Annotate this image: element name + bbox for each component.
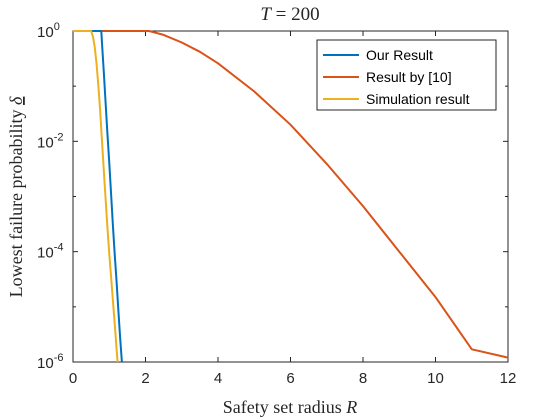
chart-title-rest: = 200 [271,4,320,25]
series-our-result-line [73,30,123,363]
y-axis-label-text: Lowest failure probability [6,105,26,297]
x-tick-label: 8 [359,370,367,387]
x-tick-label: 0 [69,370,77,387]
chart-title: T = 200 [260,4,319,25]
series-simulation-result-line [73,30,119,363]
legend: Our Result Result by [10] Simulation res… [316,39,497,111]
x-axis-label-var: R [345,397,357,417]
y-axis-label-var: δ [6,96,26,105]
x-tick-label: 2 [141,370,149,387]
series-lines-layer [73,30,509,363]
legend-label-our-result: Our Result [366,47,433,63]
legend-label-result-by-10: Result by [10] [366,69,452,85]
y-tick-label: 100 [37,21,60,41]
y-tick-label: 10-6 [37,352,63,372]
y-tick-label: 10-2 [37,131,63,151]
ticks-layer: 0 2 4 6 8 10 12 100 10-2 10-4 10-6 [37,21,516,387]
y-tick-label: 10-4 [37,242,63,262]
chart-title-var: T [260,4,272,25]
x-axis-label-text: Safety set radius [223,397,346,417]
series-result-by-10-line [73,30,509,359]
legend-label-simulation-result: Simulation result [366,91,470,107]
x-tick-label: 4 [214,370,222,387]
x-tick-label: 12 [500,370,517,387]
x-tick-label: 10 [427,370,444,387]
y-axis-label: Lowest failure probability δ [6,96,26,297]
x-axis-label: Safety set radius R [223,397,357,417]
x-tick-label: 6 [286,370,294,387]
